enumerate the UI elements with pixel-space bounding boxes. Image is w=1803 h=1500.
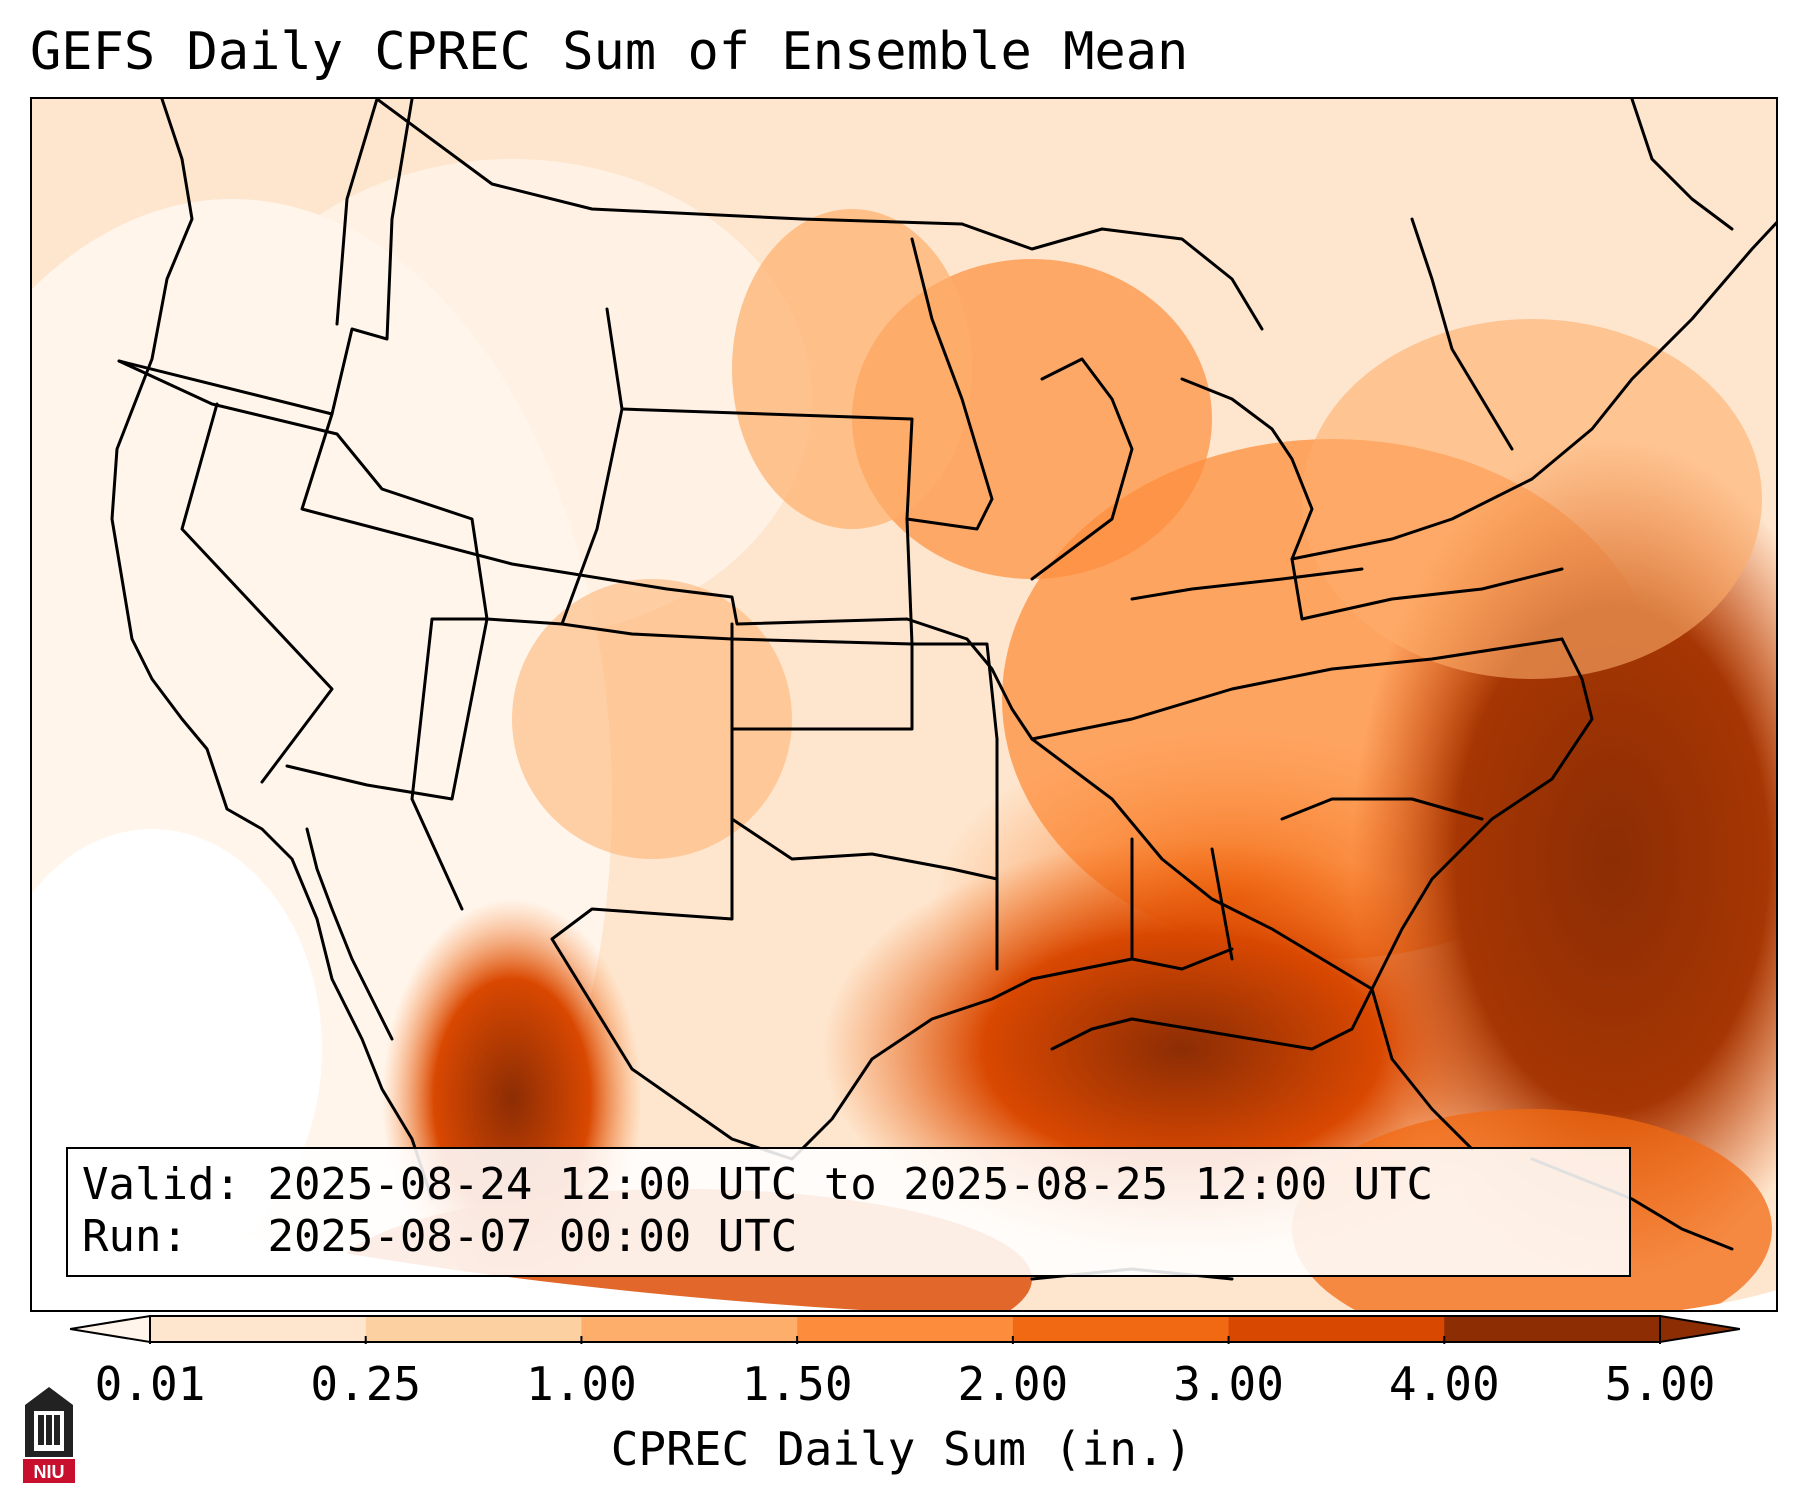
colorbar-segment: [797, 1316, 1014, 1342]
colorbar-tick-label: 3.00: [1173, 1357, 1284, 1411]
colorbar-tick-label: 4.00: [1388, 1357, 1500, 1411]
colorbar: [70, 1314, 1740, 1344]
valid-run-info-box: Valid: 2025-08-24 12:00 UTC to 2025-08-2…: [66, 1147, 1631, 1277]
niu-logo-text: NIU: [34, 1462, 65, 1482]
colorbar-tick-label: 0.01: [94, 1357, 206, 1411]
valid-label: Valid:: [82, 1159, 241, 1210]
colorbar-tick-label: 0.25: [310, 1357, 422, 1411]
map-title: GEFS Daily CPREC Sum of Ensemble Mean: [30, 22, 1189, 82]
colorbar-tick-label: 5.00: [1604, 1357, 1716, 1411]
colorbar-tick-label: 2.00: [957, 1357, 1069, 1411]
colorbar-segment: [1228, 1316, 1445, 1342]
colorbar-tick-label: 1.50: [741, 1357, 853, 1411]
run-label: Run:: [82, 1211, 188, 1262]
colorbar-extend-high: [1659, 1314, 1740, 1344]
colorbar-label: CPREC Daily Sum (in.): [610, 1422, 1193, 1476]
colorbar-segment: [150, 1316, 367, 1342]
colorbar-extend-low: [70, 1314, 151, 1344]
colorbar-tick-label: 1.00: [526, 1357, 637, 1411]
colorbar-segment: [1012, 1316, 1230, 1342]
precip-map: [30, 97, 1778, 1312]
colorbar-segment: [365, 1316, 582, 1342]
colorbar-segment: [581, 1316, 798, 1342]
run-value: 2025-08-07 00:00 UTC: [267, 1211, 798, 1262]
valid-value: 2025-08-24 12:00 UTC to 2025-08-25 12:00…: [267, 1159, 1434, 1210]
niu-logo-icon: NIU: [23, 1387, 75, 1483]
colorbar-segment: [1444, 1316, 1661, 1342]
precip-field: [32, 159, 1776, 1310]
